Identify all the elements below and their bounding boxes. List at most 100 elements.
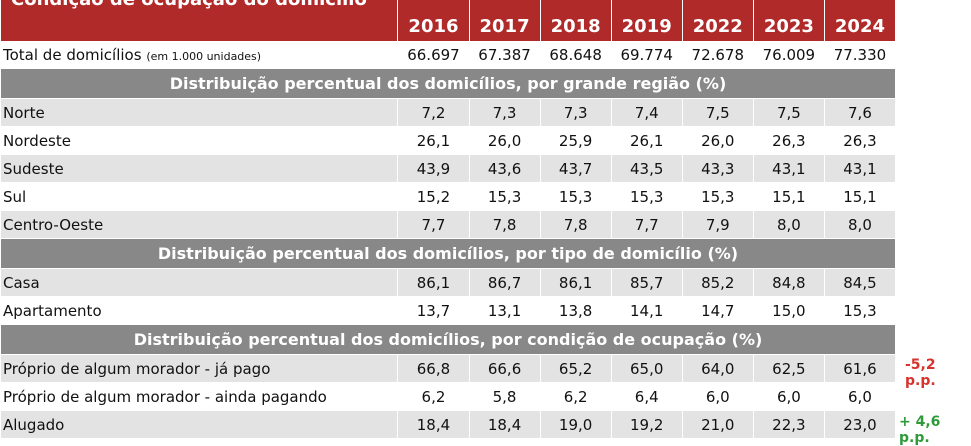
year-header: 2016 [397, 0, 470, 42]
cell-value: 7,7 [610, 210, 683, 239]
cell-value: 6,4 [610, 382, 683, 411]
cell-value: 22,3 [752, 410, 825, 439]
cell-value: 23,0 [823, 410, 897, 439]
total-value: 67.387 [468, 41, 541, 69]
table-row: Sudeste 43,9 43,6 43,7 43,5 43,3 43,1 43… [0, 154, 897, 183]
total-value: 72.678 [681, 41, 754, 69]
cell-value: 7,8 [468, 210, 541, 239]
cell-value: 43,1 [823, 154, 897, 183]
total-unit: (em 1.000 unidades) [146, 50, 262, 63]
cell-value: 18,4 [397, 410, 470, 439]
cell-value: 66,8 [397, 354, 470, 383]
total-value: 69.774 [610, 41, 683, 69]
cell-value: 86,7 [468, 268, 541, 297]
cell-value: 7,5 [752, 98, 825, 127]
table-row: Apartamento 13,7 13,1 13,8 14,1 14,7 15,… [0, 296, 897, 325]
cell-value: 43,7 [539, 154, 612, 183]
cell-value: 14,1 [610, 296, 683, 325]
cell-value: 66,6 [468, 354, 541, 383]
cell-value: 6,0 [823, 382, 897, 411]
section-header-region: Distribuição percentual dos domicílios, … [0, 68, 896, 99]
row-label: Próprio de algum morador - já pago [0, 354, 399, 383]
cell-value: 62,5 [752, 354, 825, 383]
row-label: Casa [0, 268, 399, 297]
table-row: Casa 86,1 86,7 86,1 85,7 85,2 84,8 84,5 [0, 268, 897, 297]
year-header: 2023 [752, 0, 825, 42]
cell-value: 7,5 [681, 98, 754, 127]
cell-value: 7,4 [610, 98, 683, 127]
cell-value: 15,0 [752, 296, 825, 325]
cell-value: 15,3 [610, 182, 683, 211]
cell-value: 65,0 [610, 354, 683, 383]
total-value: 76.009 [752, 41, 825, 69]
cell-value: 15,3 [539, 182, 612, 211]
cell-value: 84,8 [752, 268, 825, 297]
header-row: Condição de ocupação do domicílio 2016 2… [0, 0, 897, 42]
cell-value: 8,0 [752, 210, 825, 239]
cell-value: 65,2 [539, 354, 612, 383]
cell-value: 15,1 [823, 182, 897, 211]
rented-change-note: + 4,6 p.p. [899, 414, 941, 446]
cell-value: 6,2 [539, 382, 612, 411]
total-value: 77.330 [823, 41, 897, 69]
cell-value: 7,7 [397, 210, 470, 239]
cell-value: 86,1 [539, 268, 612, 297]
cell-value: 6,2 [397, 382, 470, 411]
total-value: 66.697 [397, 41, 470, 69]
total-value: 68.648 [539, 41, 612, 69]
cell-value: 84,5 [823, 268, 897, 297]
cell-value: 26,0 [681, 126, 754, 155]
cell-value: 15,2 [397, 182, 470, 211]
cell-value: 61,6 [823, 354, 897, 383]
cell-value: 7,2 [397, 98, 470, 127]
cell-value: 26,3 [823, 126, 897, 155]
cell-value: 8,0 [823, 210, 897, 239]
housing-table: Condição de ocupação do domicílio 2016 2… [0, 0, 897, 439]
cell-value: 5,8 [468, 382, 541, 411]
year-header: 2022 [681, 0, 754, 42]
cell-value: 15,1 [752, 182, 825, 211]
cell-value: 15,3 [823, 296, 897, 325]
cell-value: 7,6 [823, 98, 897, 127]
cell-value: 19,2 [610, 410, 683, 439]
row-label: Norte [0, 98, 399, 127]
row-label: Sul [0, 182, 399, 211]
table-row: Alugado 18,4 18,4 19,0 19,2 21,0 22,3 23… [0, 410, 897, 439]
year-header: 2024 [823, 0, 897, 42]
table-row: Sul 15,2 15,3 15,3 15,3 15,3 15,1 15,1 [0, 182, 897, 211]
cell-value: 43,1 [752, 154, 825, 183]
row-label: Alugado [0, 410, 399, 439]
row-label: Próprio de algum morador - ainda pagando [0, 382, 399, 411]
cell-value: 26,1 [610, 126, 683, 155]
total-label-cell: Total de domicílios (em 1.000 unidades) [0, 41, 399, 69]
cell-value: 85,2 [681, 268, 754, 297]
year-header: 2018 [539, 0, 612, 42]
cell-value: 64,0 [681, 354, 754, 383]
cell-value: 7,8 [539, 210, 612, 239]
cell-value: 43,6 [468, 154, 541, 183]
row-label: Apartamento [0, 296, 399, 325]
section-header-type: Distribuição percentual dos domicílios, … [0, 238, 896, 269]
cell-value: 15,3 [681, 182, 754, 211]
section-title: Distribuição percentual dos domicílios, … [0, 68, 896, 99]
table-row: Próprio de algum morador - ainda pagando… [0, 382, 897, 411]
cell-value: 6,0 [752, 382, 825, 411]
cell-value: 43,5 [610, 154, 683, 183]
cell-value: 86,1 [397, 268, 470, 297]
row-label: Centro-Oeste [0, 210, 399, 239]
cell-value: 13,8 [539, 296, 612, 325]
owned-paid-change-note: -5,2 p.p. [905, 357, 936, 389]
cell-value: 19,0 [539, 410, 612, 439]
total-row: Total de domicílios (em 1.000 unidades) … [0, 41, 897, 69]
row-label: Sudeste [0, 154, 399, 183]
table-title: Condição de ocupação do domicílio [0, 0, 399, 42]
section-title: Distribuição percentual dos domicílios, … [0, 238, 896, 269]
year-header: 2019 [610, 0, 683, 42]
section-title: Distribuição percentual dos domicílios, … [0, 324, 896, 355]
section-header-occupancy: Distribuição percentual dos domicílios, … [0, 324, 896, 355]
cell-value: 21,0 [681, 410, 754, 439]
cell-value: 13,7 [397, 296, 470, 325]
cell-value: 15,3 [468, 182, 541, 211]
cell-value: 7,3 [468, 98, 541, 127]
cell-value: 26,3 [752, 126, 825, 155]
